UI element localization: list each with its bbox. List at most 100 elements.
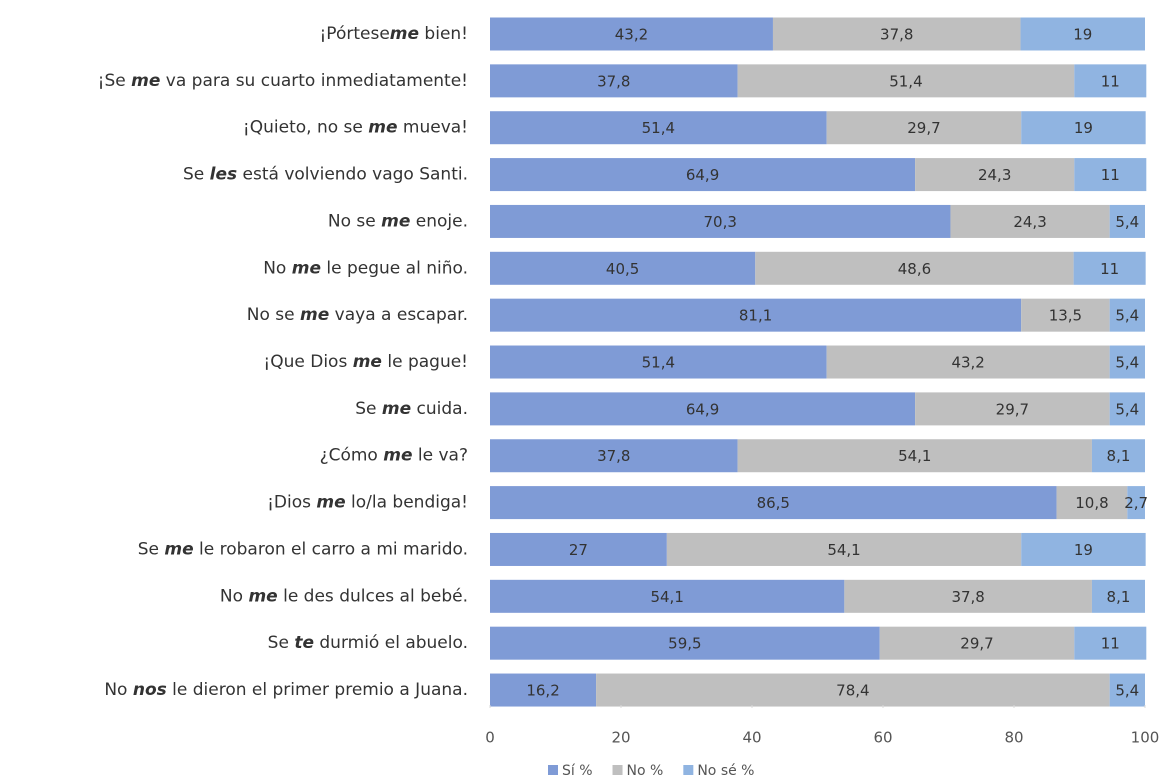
category-label: Se me cuida. <box>355 399 468 419</box>
value-label: 10,8 <box>1075 494 1108 512</box>
bar-segment <box>1074 626 1147 660</box>
bar-segment <box>490 532 667 566</box>
label-part: le des dulces al bebé. <box>278 586 468 606</box>
value-label: 86,5 <box>757 494 790 512</box>
value-label: 11 <box>1100 260 1119 278</box>
legend-label: Sí % <box>562 763 593 779</box>
value-label: 8,1 <box>1107 447 1131 465</box>
value-label: 70,3 <box>704 213 737 231</box>
value-label: 54,1 <box>898 447 931 465</box>
bar-segment <box>490 298 1022 332</box>
legend-swatch <box>683 765 694 775</box>
bar-segment <box>737 439 1092 473</box>
label-part: mueva! <box>398 118 469 138</box>
bar-segment <box>1109 298 1145 332</box>
label-part: ¡Que Dios <box>263 352 352 372</box>
emphasis: me <box>382 399 411 419</box>
value-label: 43,2 <box>615 26 648 44</box>
bar-segment <box>490 17 773 51</box>
value-label: 2,7 <box>1124 494 1148 512</box>
value-label: 16,2 <box>526 682 559 700</box>
value-label: 48,6 <box>898 260 931 278</box>
value-label: 54,1 <box>827 541 860 559</box>
emphasis: me <box>300 305 329 325</box>
label-part: No <box>104 680 133 700</box>
bar-segment <box>490 251 756 285</box>
category-label: ¡Se me va para su cuarto inmediatamente! <box>98 71 468 91</box>
bar-segment <box>772 17 1021 51</box>
x-tick-label: 40 <box>742 729 761 747</box>
label-part: cuida. <box>411 399 468 419</box>
emphasis: me <box>383 446 412 466</box>
value-label: 51,4 <box>889 72 922 90</box>
label-part: ¡Se <box>98 71 131 91</box>
category-label: Se me le robaron el carro a mi marido. <box>138 539 468 559</box>
value-label: 37,8 <box>597 447 630 465</box>
label-part: le pegue al niño. <box>321 258 468 278</box>
emphasis: me <box>292 258 321 278</box>
label-part: Se <box>183 165 210 185</box>
bar-segment <box>1021 532 1146 566</box>
value-label: 5,4 <box>1115 354 1139 372</box>
value-label: 5,4 <box>1115 213 1139 231</box>
bar-segment <box>490 158 916 192</box>
legend-label: No sé % <box>697 763 754 779</box>
label-part: ¿Cómo <box>320 446 384 466</box>
value-label: 11 <box>1101 72 1120 90</box>
bar-segment <box>737 64 1075 98</box>
value-label: 40,5 <box>606 260 639 278</box>
label-part: enoje. <box>410 211 468 231</box>
emphasis: me <box>381 211 410 231</box>
value-label: 5,4 <box>1115 682 1139 700</box>
bar-segment <box>490 673 597 707</box>
label-part: ¡Dios <box>267 493 316 513</box>
emphasis: nos <box>133 680 167 700</box>
label-part: va para su cuarto inmediatamente! <box>160 71 468 91</box>
emphasis: me <box>164 539 193 559</box>
emphasis: me <box>248 586 277 606</box>
bar-segment <box>1091 579 1145 613</box>
bar-segment <box>1109 345 1145 379</box>
value-label: 29,7 <box>960 635 993 653</box>
value-label: 13,5 <box>1049 307 1082 325</box>
value-label: 5,4 <box>1115 400 1139 418</box>
category-label: No se me vaya a escapar. <box>247 305 468 325</box>
category-label: Se les está volviendo vago Santi. <box>183 165 468 185</box>
emphasis: les <box>210 165 237 185</box>
bar-segment <box>1127 486 1145 520</box>
bar-segment <box>755 251 1074 285</box>
label-part: No se <box>328 211 381 231</box>
bar-segment <box>1074 64 1147 98</box>
x-tick-label: 60 <box>873 729 892 747</box>
bar-segment <box>490 392 916 426</box>
bar-segment <box>490 486 1057 520</box>
bar-segment <box>596 673 1110 707</box>
value-label: 81,1 <box>739 307 772 325</box>
bar-segment <box>490 204 951 238</box>
emphasis: me <box>390 24 419 44</box>
value-label: 19 <box>1073 26 1092 44</box>
bar-segment <box>1021 298 1110 332</box>
label-part: No <box>263 258 292 278</box>
category-label: ¡Quieto, no se me mueva! <box>243 118 468 138</box>
label-part: vaya a escapar. <box>329 305 468 325</box>
category-label: No se me enoje. <box>328 211 468 231</box>
bar-segment <box>666 532 1022 566</box>
emphasis: te <box>294 633 314 653</box>
x-tick-label: 100 <box>1131 729 1160 747</box>
label-part: No se <box>247 305 300 325</box>
legend-label: No % <box>627 763 664 779</box>
value-label: 54,1 <box>650 588 683 606</box>
value-label: 8,1 <box>1107 588 1131 606</box>
label-part: No <box>220 586 249 606</box>
value-label: 11 <box>1101 166 1120 184</box>
bar-segment <box>490 111 827 145</box>
x-tick-label: 20 <box>611 729 630 747</box>
label-part: bien! <box>419 24 468 44</box>
bar-segment <box>490 439 738 473</box>
category-label: No me le des dulces al bebé. <box>220 586 468 606</box>
bar-segment <box>490 626 880 660</box>
label-part: Se <box>268 633 295 653</box>
emphasis: me <box>131 71 160 91</box>
